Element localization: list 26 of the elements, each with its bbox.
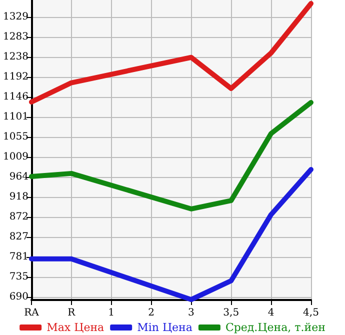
x-tick-label: 4 xyxy=(268,308,274,318)
x-tick-label: 1 xyxy=(108,308,115,318)
y-tick-label: 918 xyxy=(9,192,28,203)
y-tick-label: 1146 xyxy=(2,92,28,103)
x-tick-label: 4,5 xyxy=(303,308,319,318)
y-tick-label: 690 xyxy=(9,291,28,302)
y-tick-label: 1283 xyxy=(2,32,28,43)
legend-label: Max Цена xyxy=(46,321,105,334)
y-tick-label: 1238 xyxy=(2,51,28,62)
y-tick-label: 872 xyxy=(9,212,28,223)
y-tick-label: 1329 xyxy=(2,12,28,23)
x-tick-label: 2 xyxy=(148,308,154,318)
y-tick-label: 781 xyxy=(9,252,28,263)
x-tick-label: 3 xyxy=(188,308,194,318)
y-tick-label: 1101 xyxy=(2,111,28,122)
y-tick-label: 1009 xyxy=(2,152,28,163)
x-tick-label: R xyxy=(68,308,76,318)
legend-label: Min Цена xyxy=(137,321,193,334)
x-tick-label: RA xyxy=(24,308,40,318)
x-tick-label: 3,5 xyxy=(223,308,240,318)
y-tick-label: 1192 xyxy=(2,72,28,83)
y-tick-label: 735 xyxy=(9,272,28,283)
y-tick-label: 964 xyxy=(9,171,28,182)
y-tick-label: 1055 xyxy=(2,132,28,143)
y-tick-label: 827 xyxy=(9,231,28,242)
legend-label: Сред.Цена, т.йен xyxy=(225,321,326,334)
